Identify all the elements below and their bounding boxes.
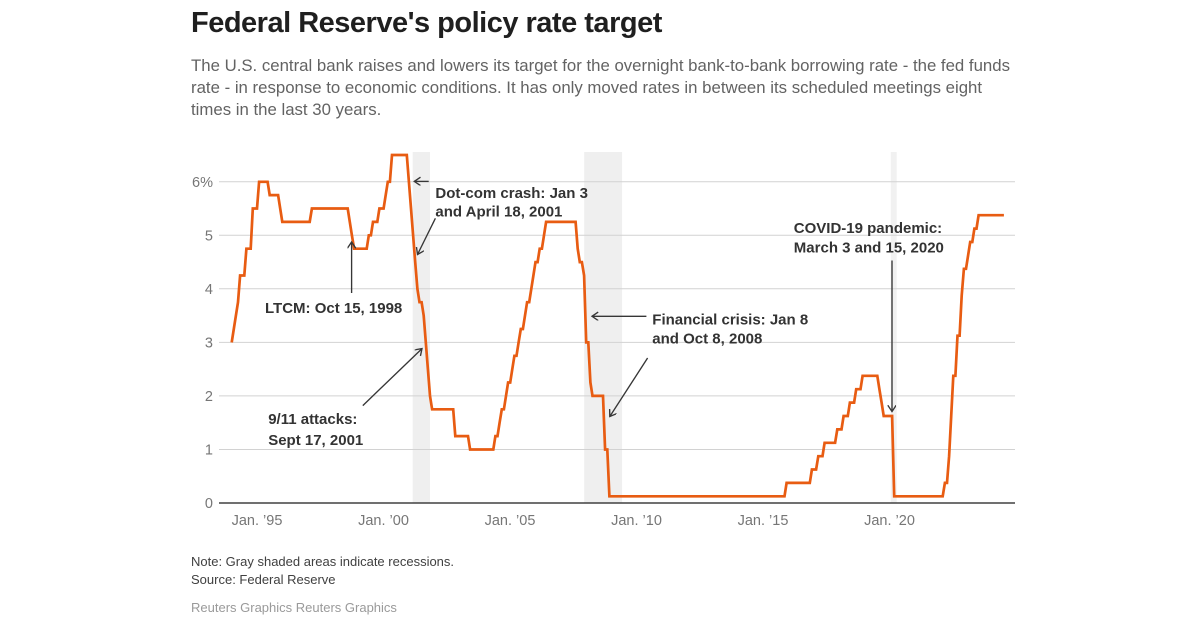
svg-text:Jan. ’20: Jan. ’20 xyxy=(864,513,915,529)
svg-text:9/11 attacks:: 9/11 attacks: xyxy=(268,411,357,428)
svg-text:Jan. ’15: Jan. ’15 xyxy=(738,513,789,529)
svg-text:Jan. ’10: Jan. ’10 xyxy=(611,513,662,529)
svg-text:5: 5 xyxy=(205,228,213,244)
svg-text:0: 0 xyxy=(205,496,213,512)
svg-text:and Oct 8, 2008: and Oct 8, 2008 xyxy=(652,331,762,348)
svg-text:LTCM: Oct 15, 1998: LTCM: Oct 15, 1998 xyxy=(265,300,402,317)
svg-text:6%: 6% xyxy=(192,175,213,191)
svg-text:3: 3 xyxy=(205,335,213,351)
svg-text:Sept 17, 2001: Sept 17, 2001 xyxy=(268,432,363,449)
svg-text:Financial crisis: Jan 8: Financial crisis: Jan 8 xyxy=(652,312,808,329)
svg-text:COVID-19 pandemic:: COVID-19 pandemic: xyxy=(794,220,942,237)
svg-text:Jan. ’00: Jan. ’00 xyxy=(358,513,409,529)
svg-text:4: 4 xyxy=(205,282,213,298)
svg-text:March 3 and 15, 2020: March 3 and 15, 2020 xyxy=(794,239,944,256)
svg-text:and April 18, 2001: and April 18, 2001 xyxy=(435,203,562,220)
svg-text:Jan. ’95: Jan. ’95 xyxy=(232,513,283,529)
svg-text:1: 1 xyxy=(205,443,213,459)
svg-text:Dot-com crash: Jan 3: Dot-com crash: Jan 3 xyxy=(435,185,588,202)
svg-text:2: 2 xyxy=(205,389,213,405)
svg-text:Jan. ’05: Jan. ’05 xyxy=(485,513,536,529)
